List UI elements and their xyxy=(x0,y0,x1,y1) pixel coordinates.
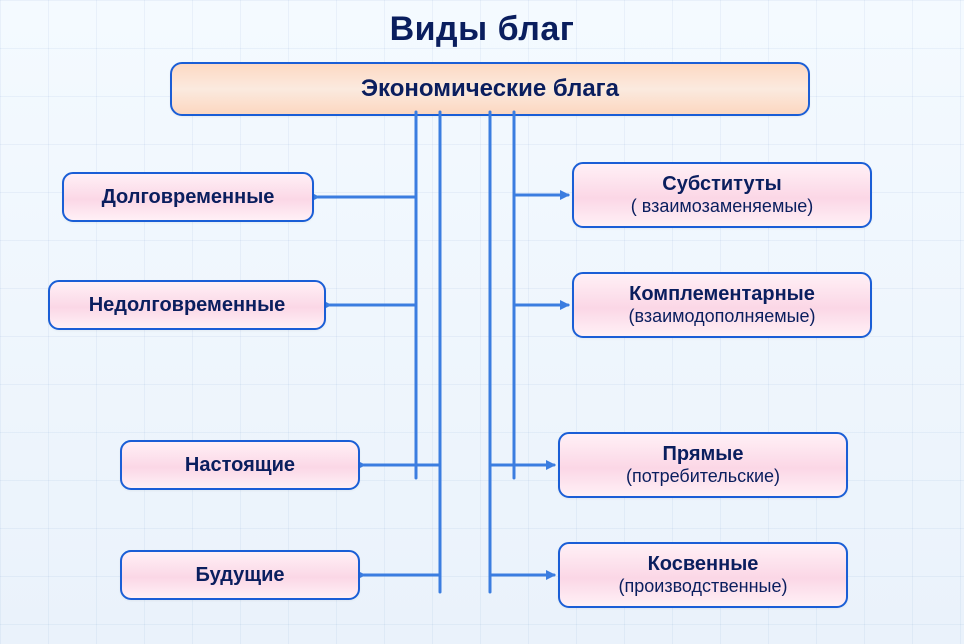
node-main-label: Комплементарные xyxy=(629,282,815,306)
root-label: Экономические блага xyxy=(361,75,619,103)
node-sub-label: (производственные) xyxy=(619,576,788,598)
node-n3: Настоящие xyxy=(120,440,360,490)
node-n5: Субституты( взаимозаменяемые) xyxy=(572,162,872,228)
node-main-label: Прямые xyxy=(663,442,744,466)
node-main-label: Косвенные xyxy=(648,552,759,576)
node-sub-label: (потребительские) xyxy=(626,466,780,488)
node-main-label: Долговременные xyxy=(102,185,275,209)
node-n8: Косвенные(производственные) xyxy=(558,542,848,608)
node-n7: Прямые(потребительские) xyxy=(558,432,848,498)
node-n1: Долговременные xyxy=(62,172,314,222)
node-main-label: Будущие xyxy=(195,563,284,587)
diagram-stage: { "title": "Виды благ", "root": { "label… xyxy=(0,0,964,644)
root-node: Экономические блага xyxy=(170,62,810,116)
node-main-label: Недолговременные xyxy=(89,293,286,317)
node-sub-label: (взаимодополняемые) xyxy=(628,306,815,328)
node-sub-label: ( взаимозаменяемые) xyxy=(631,196,814,218)
diagram-title: Виды благ xyxy=(0,10,964,49)
node-main-label: Настоящие xyxy=(185,453,295,477)
node-n4: Будущие xyxy=(120,550,360,600)
node-n2: Недолговременные xyxy=(48,280,326,330)
node-main-label: Субституты xyxy=(662,172,781,196)
node-n6: Комплементарные(взаимодополняемые) xyxy=(572,272,872,338)
